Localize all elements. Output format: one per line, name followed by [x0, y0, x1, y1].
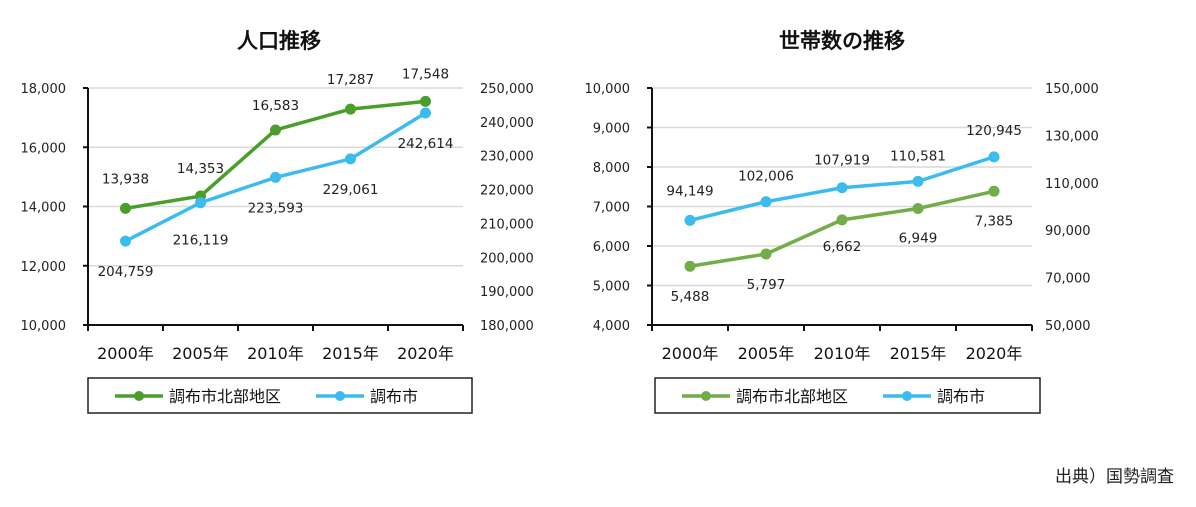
data-label: 110,581	[890, 148, 946, 164]
y-right-tick-label: 180,000	[480, 319, 534, 334]
y-right-tick-label: 250,000	[480, 82, 534, 97]
y-right-tick-label: 230,000	[480, 150, 534, 165]
data-label: 16,583	[252, 98, 299, 114]
data-label: 17,548	[402, 66, 449, 82]
data-label: 17,287	[327, 72, 374, 88]
data-point	[684, 214, 696, 226]
y-right-tick-label: 90,000	[1045, 224, 1091, 239]
data-label: 94,149	[666, 183, 713, 199]
chart-title: 世帯数の推移	[779, 29, 905, 53]
data-point	[836, 214, 848, 226]
legend-label: 調布市北部地区	[169, 387, 281, 406]
data-label: 120,945	[966, 123, 1022, 139]
data-point	[760, 248, 772, 260]
data-label: 13,938	[102, 171, 149, 187]
chart-title: 人口推移	[237, 29, 321, 53]
y-left-tick-label: 12,000	[21, 260, 67, 275]
y-left-tick-label: 18,000	[21, 82, 67, 97]
x-tick-label: 2005年	[172, 344, 229, 363]
y-left-tick-label: 7,000	[593, 201, 630, 216]
data-label: 229,061	[323, 182, 379, 198]
y-right-tick-label: 110,000	[1045, 177, 1099, 192]
y-right-tick-label: 200,000	[480, 251, 534, 266]
legend: 調布市北部地区 調布市	[654, 377, 1041, 414]
data-label: 223,593	[248, 200, 304, 216]
legend-label: 調布市北部地区	[736, 387, 848, 406]
x-tick-label: 2000年	[97, 344, 154, 363]
y-right-tick-label: 50,000	[1045, 319, 1091, 334]
data-point	[345, 153, 356, 165]
data-point	[988, 185, 1000, 197]
data-label: 204,759	[98, 264, 154, 280]
y-left-tick-label: 6,000	[593, 240, 630, 255]
series-line	[125, 99, 426, 211]
data-point	[270, 124, 281, 136]
data-label: 6,949	[899, 231, 938, 247]
data-label: 7,385	[975, 213, 1014, 229]
data-label: 5,488	[671, 289, 710, 305]
y-right-tick-label: 70,000	[1045, 272, 1091, 287]
data-label: 107,919	[814, 153, 870, 169]
y-left-tick-label: 10,000	[585, 82, 631, 97]
legend-marker	[902, 391, 912, 401]
x-tick-label: 2010年	[247, 344, 304, 363]
chart-1: 世帯数の推移 4,000 5,000 6,000 7,000 8,000 9,000 10,0…	[585, 29, 1099, 414]
data-point	[988, 151, 1000, 163]
legend-marker	[134, 391, 144, 401]
data-label: 216,119	[173, 233, 229, 249]
y-right-tick-label: 240,000	[480, 116, 534, 131]
data-point	[420, 107, 431, 119]
data-point	[760, 196, 772, 208]
x-tick-label: 2015年	[890, 344, 947, 363]
legend-marker	[335, 391, 345, 401]
data-label: 5,797	[747, 277, 786, 293]
data-point	[684, 260, 696, 272]
x-tick-label: 2005年	[738, 344, 795, 363]
y-right-tick-label: 210,000	[480, 217, 534, 232]
y-right-tick-label: 130,000	[1045, 129, 1099, 144]
x-tick-label: 2015年	[322, 344, 379, 363]
x-tick-label: 2010年	[814, 344, 871, 363]
x-tick-label: 2020年	[966, 344, 1023, 363]
data-point	[912, 175, 924, 187]
data-label: 6,662	[823, 239, 862, 255]
y-left-tick-label: 9,000	[593, 122, 630, 137]
data-point	[912, 203, 924, 215]
data-point	[836, 182, 848, 194]
y-left-tick-label: 4,000	[593, 319, 630, 334]
legend-marker	[701, 391, 711, 401]
data-label: 14,353	[177, 161, 224, 177]
legend-label: 調布市	[370, 387, 418, 406]
y-right-tick-label: 150,000	[1045, 82, 1099, 97]
y-left-tick-label: 14,000	[21, 201, 67, 216]
source-note: 出典）国勢調査	[1055, 467, 1174, 487]
y-right-tick-label: 190,000	[480, 285, 534, 300]
y-left-tick-label: 10,000	[21, 319, 67, 334]
data-label: 102,006	[738, 169, 794, 185]
legend: 調布市北部地区 調布市	[87, 377, 473, 414]
y-right-tick-label: 220,000	[480, 184, 534, 199]
data-point	[420, 95, 431, 107]
y-left-tick-label: 16,000	[21, 141, 67, 156]
data-point	[120, 202, 131, 214]
series-line	[689, 189, 995, 268]
y-left-tick-label: 8,000	[593, 161, 630, 176]
data-point	[270, 171, 281, 183]
data-point	[345, 103, 356, 115]
data-point	[120, 235, 131, 247]
data-label: 242,614	[398, 136, 454, 152]
chart-0: 人口推移 10,000 12,000 14,000 16,000 18,000 180,00…	[21, 29, 534, 414]
x-tick-label: 2020年	[397, 344, 454, 363]
data-point	[195, 197, 206, 209]
y-left-tick-label: 5,000	[593, 280, 630, 295]
legend-label: 調布市	[937, 387, 985, 406]
x-tick-label: 2000年	[662, 344, 719, 363]
